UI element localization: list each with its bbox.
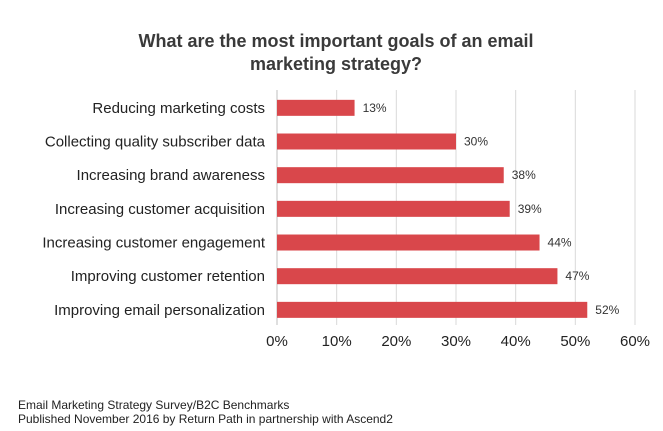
- data-label: 39%: [518, 202, 542, 216]
- x-tick-label: 0%: [266, 333, 288, 350]
- category-label: Reducing marketing costs: [92, 100, 265, 117]
- category-label: Improving email personalization: [54, 302, 265, 319]
- data-label: 44%: [548, 236, 572, 250]
- chart-title-line-2: marketing strategy?: [250, 54, 422, 74]
- bar: [277, 167, 504, 184]
- x-tick-label: 30%: [441, 333, 471, 350]
- bar: [277, 301, 588, 318]
- x-tick-label: 40%: [501, 333, 531, 350]
- x-tick-label: 10%: [322, 333, 352, 350]
- x-tick-label: 50%: [560, 333, 590, 350]
- source-line-1: Email Marketing Strategy Survey/B2C Benc…: [18, 398, 290, 412]
- bar: [277, 268, 558, 285]
- category-label: Increasing customer acquisition: [55, 201, 265, 218]
- data-label: 38%: [512, 168, 536, 182]
- x-tick-label: 60%: [620, 333, 650, 350]
- category-label: Increasing brand awareness: [77, 167, 265, 184]
- category-label: Collecting quality subscriber data: [45, 134, 266, 151]
- x-tick-label: 20%: [381, 333, 411, 350]
- data-label: 52%: [595, 303, 619, 317]
- bar: [277, 99, 355, 116]
- data-label: 13%: [363, 101, 387, 115]
- category-label: Improving customer retention: [71, 268, 265, 285]
- bar: [277, 234, 540, 251]
- chart-title-line-1: What are the most important goals of an …: [138, 31, 533, 51]
- category-label: Increasing customer engagement: [42, 235, 265, 252]
- data-label: 47%: [565, 269, 589, 283]
- bar: [277, 200, 510, 217]
- source-line-2: Published November 2016 by Return Path i…: [18, 412, 393, 426]
- data-label: 30%: [464, 135, 488, 149]
- bar: [277, 133, 456, 150]
